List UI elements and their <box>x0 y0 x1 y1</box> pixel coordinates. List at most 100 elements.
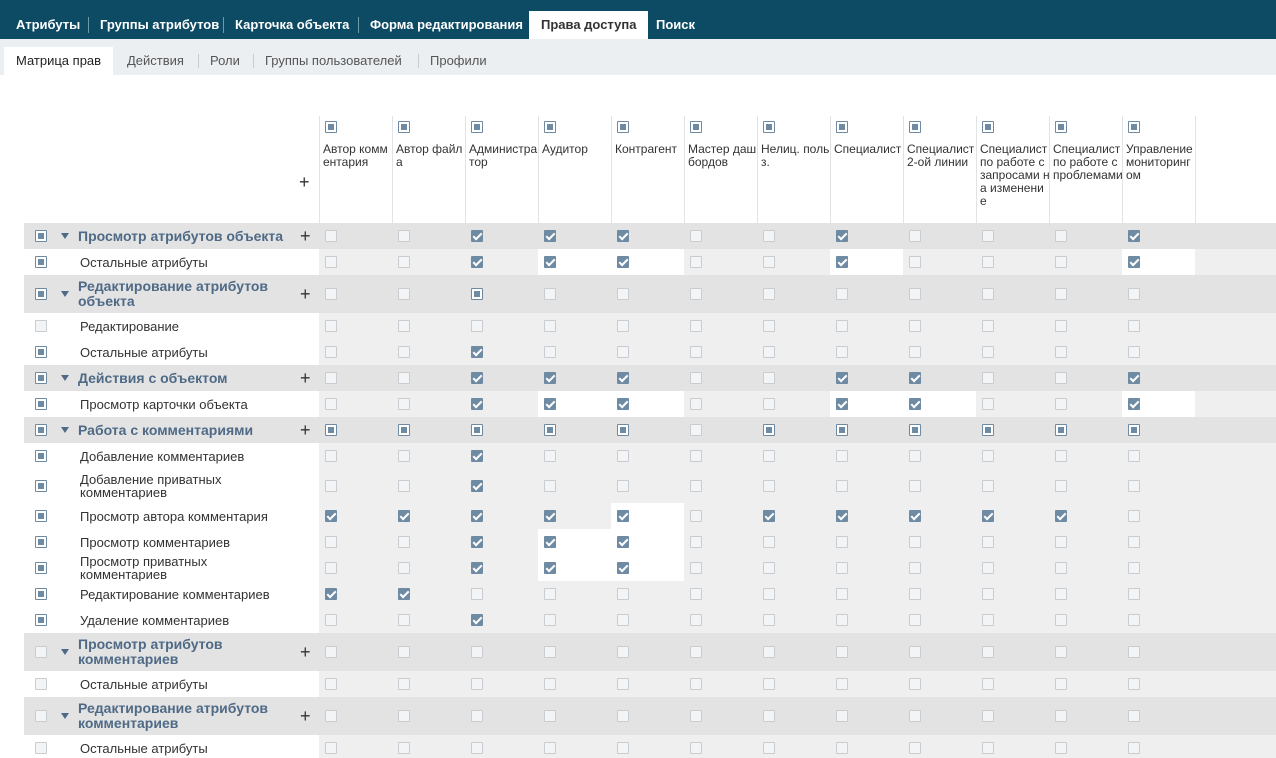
permission-checkbox[interactable] <box>617 742 629 754</box>
permission-checkbox[interactable] <box>690 372 702 384</box>
permission-checkbox[interactable] <box>544 562 556 574</box>
permission-checkbox[interactable] <box>617 288 629 300</box>
subtab-actions[interactable]: Действия <box>127 53 184 68</box>
permission-checkbox[interactable] <box>690 230 702 242</box>
permission-checkbox[interactable] <box>836 320 848 332</box>
permission-checkbox[interactable] <box>1128 536 1140 548</box>
permission-checkbox[interactable] <box>325 230 337 242</box>
permission-checkbox[interactable] <box>398 562 410 574</box>
permission-checkbox[interactable] <box>690 510 702 522</box>
permission-checkbox[interactable] <box>1128 742 1140 754</box>
permission-checkbox[interactable] <box>471 346 483 358</box>
permission-checkbox[interactable] <box>763 510 775 522</box>
tab-attribute-groups[interactable]: Группы атрибутов <box>100 17 220 32</box>
permission-checkbox[interactable] <box>544 678 556 690</box>
permission-checkbox[interactable] <box>471 536 483 548</box>
permission-checkbox[interactable] <box>690 480 702 492</box>
permission-checkbox[interactable] <box>398 424 410 436</box>
chevron-down-icon[interactable] <box>61 427 69 433</box>
permission-checkbox[interactable] <box>763 288 775 300</box>
permission-checkbox[interactable] <box>471 710 483 722</box>
permission-checkbox[interactable] <box>1128 562 1140 574</box>
subtab-roles[interactable]: Роли <box>210 53 240 68</box>
add-permission-button[interactable]: + <box>300 284 311 304</box>
permission-checkbox[interactable] <box>544 230 556 242</box>
permission-checkbox[interactable] <box>982 424 994 436</box>
permission-checkbox[interactable] <box>690 710 702 722</box>
permission-checkbox[interactable] <box>909 256 921 268</box>
row-select-checkbox[interactable] <box>35 256 47 268</box>
permission-checkbox[interactable] <box>909 614 921 626</box>
permission-checkbox[interactable] <box>763 678 775 690</box>
permission-checkbox[interactable] <box>398 398 410 410</box>
permission-checkbox[interactable] <box>544 424 556 436</box>
permission-checkbox[interactable] <box>471 230 483 242</box>
permission-checkbox[interactable] <box>471 256 483 268</box>
permission-checkbox[interactable] <box>836 480 848 492</box>
permission-checkbox[interactable] <box>982 320 994 332</box>
permission-checkbox[interactable] <box>909 372 921 384</box>
permission-checkbox[interactable] <box>544 646 556 658</box>
permission-checkbox[interactable] <box>325 562 337 574</box>
tab-attributes[interactable]: Атрибуты <box>16 17 81 32</box>
permission-checkbox[interactable] <box>909 480 921 492</box>
permission-checkbox[interactable] <box>836 398 848 410</box>
permission-checkbox[interactable] <box>1128 288 1140 300</box>
permission-checkbox[interactable] <box>909 230 921 242</box>
permission-checkbox[interactable] <box>909 646 921 658</box>
permission-checkbox[interactable] <box>325 480 337 492</box>
permission-checkbox[interactable] <box>398 480 410 492</box>
permission-checkbox[interactable] <box>617 480 629 492</box>
permission-checkbox[interactable] <box>836 614 848 626</box>
permission-checkbox[interactable] <box>398 742 410 754</box>
permission-checkbox[interactable] <box>836 510 848 522</box>
chevron-down-icon[interactable] <box>61 713 69 719</box>
permission-checkbox[interactable] <box>1055 346 1067 358</box>
permission-checkbox[interactable] <box>544 536 556 548</box>
permission-checkbox[interactable] <box>325 742 337 754</box>
tab-edit-form[interactable]: Форма редактирования <box>370 17 523 32</box>
add-permission-button[interactable]: + <box>300 706 311 726</box>
permission-checkbox[interactable] <box>763 372 775 384</box>
permission-checkbox[interactable] <box>544 710 556 722</box>
permission-checkbox[interactable] <box>763 424 775 436</box>
tab-search[interactable]: Поиск <box>656 17 696 32</box>
permission-checkbox[interactable] <box>909 288 921 300</box>
permission-checkbox[interactable] <box>471 678 483 690</box>
permission-checkbox[interactable] <box>398 230 410 242</box>
permission-checkbox[interactable] <box>763 742 775 754</box>
row-select-checkbox[interactable] <box>35 346 47 358</box>
permission-checkbox[interactable] <box>982 398 994 410</box>
permission-checkbox[interactable] <box>1128 710 1140 722</box>
permission-checkbox[interactable] <box>763 256 775 268</box>
permission-checkbox[interactable] <box>471 510 483 522</box>
tab-object-card[interactable]: Карточка объекта <box>235 17 350 32</box>
permission-checkbox[interactable] <box>544 480 556 492</box>
permission-checkbox[interactable] <box>1128 424 1140 436</box>
permission-checkbox[interactable] <box>1055 320 1067 332</box>
column-select-checkbox[interactable] <box>544 121 556 133</box>
permission-checkbox[interactable] <box>398 510 410 522</box>
column-select-checkbox[interactable] <box>325 121 337 133</box>
permission-checkbox[interactable] <box>982 288 994 300</box>
permission-checkbox[interactable] <box>1128 398 1140 410</box>
permission-checkbox[interactable] <box>471 320 483 332</box>
column-select-checkbox[interactable] <box>763 121 775 133</box>
permission-checkbox[interactable] <box>690 536 702 548</box>
permission-checkbox[interactable] <box>1055 480 1067 492</box>
permission-checkbox[interactable] <box>690 678 702 690</box>
permission-checkbox[interactable] <box>617 536 629 548</box>
permission-checkbox[interactable] <box>1128 646 1140 658</box>
permission-checkbox[interactable] <box>1128 372 1140 384</box>
permission-checkbox[interactable] <box>982 450 994 462</box>
permission-checkbox[interactable] <box>398 450 410 462</box>
row-select-checkbox[interactable] <box>35 678 47 690</box>
row-select-checkbox[interactable] <box>35 588 47 600</box>
permission-checkbox[interactable] <box>1128 450 1140 462</box>
permission-checkbox[interactable] <box>544 614 556 626</box>
permission-checkbox[interactable] <box>690 398 702 410</box>
row-select-checkbox[interactable] <box>35 510 47 522</box>
permission-checkbox[interactable] <box>1055 678 1067 690</box>
permission-checkbox[interactable] <box>690 614 702 626</box>
permission-checkbox[interactable] <box>617 398 629 410</box>
